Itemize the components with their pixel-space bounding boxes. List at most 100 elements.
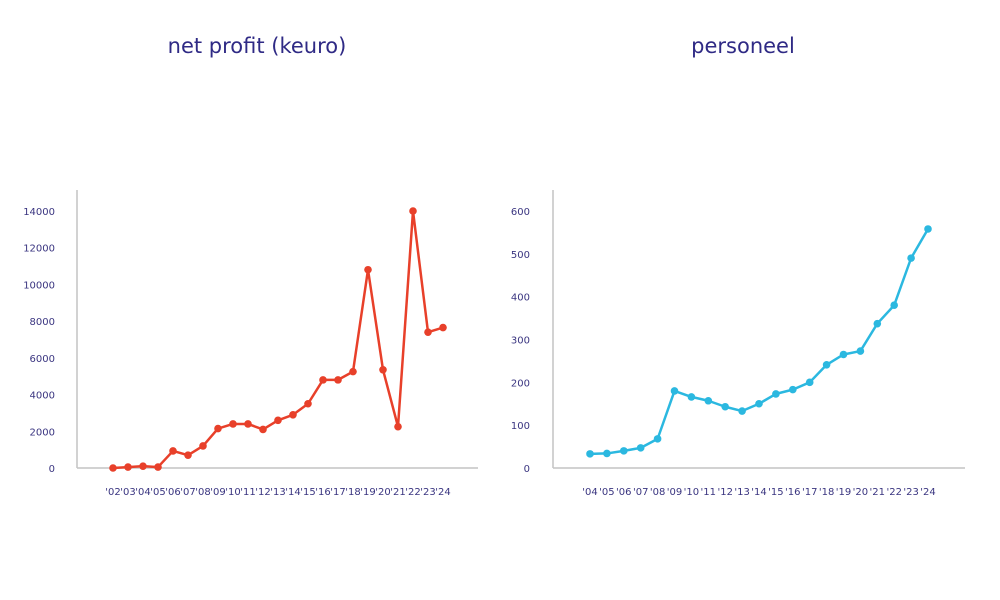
x-tick-label: '03 [120, 487, 135, 498]
series-line [589, 228, 930, 456]
x-tick-label: '15 [300, 487, 315, 498]
data-point [755, 399, 763, 408]
x-tick-label: '04 [135, 487, 150, 498]
data-point [304, 399, 312, 408]
data-point [670, 387, 679, 395]
data-point [184, 451, 192, 459]
data-point [124, 463, 132, 471]
y-tick-label: 600 [511, 207, 530, 218]
data-point [274, 416, 282, 425]
x-tick-label: '09 [667, 487, 682, 498]
x-tick-label: '17 [802, 487, 817, 498]
x-tick-label: '17 [330, 487, 345, 498]
x-tick-label: '23 [420, 487, 435, 498]
x-tick-label: '23 [903, 487, 918, 498]
data-point [805, 378, 814, 387]
x-tick-label: '13 [270, 487, 285, 498]
x-tick-label: '24 [435, 487, 450, 498]
x-tick-label: '12 [717, 487, 732, 498]
x-tick-label: '04 [582, 487, 597, 498]
data-point [214, 424, 222, 433]
x-tick-label: '13 [734, 487, 749, 498]
x-tick-label: '11 [701, 487, 716, 498]
data-point [244, 420, 252, 428]
x-tick-label: '10 [225, 487, 240, 498]
data-point [687, 393, 696, 401]
x-tick-label: '18 [345, 487, 360, 498]
data-point [229, 420, 237, 428]
x-tick-label: '05 [150, 487, 165, 498]
x-tick-label: '08 [195, 487, 210, 498]
x-tick-label: '12 [255, 487, 270, 498]
y-tick-label: 500 [511, 250, 530, 261]
data-point [259, 425, 267, 434]
data-point [704, 396, 713, 405]
x-tick-label: '06 [165, 487, 180, 498]
x-tick-label: '02 [105, 487, 120, 498]
x-tick-label: '07 [633, 487, 648, 498]
data-point [199, 442, 207, 450]
data-point [772, 390, 780, 398]
x-tick-label: '16 [785, 487, 800, 498]
data-point [873, 319, 882, 328]
data-point [139, 462, 147, 470]
x-tick-label: '18 [819, 487, 834, 498]
y-tick-label: 12000 [23, 244, 55, 255]
x-tick-label: '15 [768, 487, 783, 498]
data-point [856, 347, 865, 355]
y-tick-label: 200 [511, 378, 530, 389]
data-point [424, 328, 432, 336]
x-tick-label: '07 [180, 487, 195, 498]
y-tick-label: 0 [524, 464, 530, 475]
y-tick-label: 8000 [30, 317, 55, 328]
x-tick-label: '20 [375, 487, 390, 498]
data-point [620, 447, 628, 455]
data-point [319, 376, 327, 384]
x-tick-label: '16 [315, 487, 330, 498]
chart-title-personeel: personeel [691, 34, 795, 58]
x-tick-label: '10 [684, 487, 699, 498]
series-line [112, 209, 444, 470]
y-tick-label: 300 [511, 336, 530, 347]
x-tick-label: '09 [210, 487, 225, 498]
data-point [289, 410, 297, 419]
data-point [586, 450, 594, 458]
x-tick-label: '22 [405, 487, 420, 498]
y-tick-label: 2000 [30, 427, 55, 438]
chart-title-net-profit: net profit (keuro) [167, 34, 347, 58]
data-point [721, 402, 729, 411]
x-tick-label: '05 [599, 487, 614, 498]
x-tick-label: '11 [240, 487, 255, 498]
y-tick-label: 14000 [23, 207, 55, 218]
data-point [169, 447, 177, 455]
x-tick-label: '20 [853, 487, 868, 498]
data-point [822, 360, 831, 369]
data-point [636, 444, 645, 452]
data-point [379, 365, 387, 374]
x-tick-label: '14 [751, 487, 766, 498]
y-tick-label: 6000 [30, 354, 55, 365]
x-tick-label: '14 [285, 487, 300, 498]
y-tick-label: 4000 [30, 391, 55, 402]
data-point [334, 376, 342, 384]
y-tick-label: 100 [511, 421, 530, 432]
y-tick-label: 10000 [23, 280, 55, 291]
data-point [109, 464, 117, 472]
data-point [653, 435, 662, 443]
data-point [364, 265, 372, 274]
x-tick-label: '19 [360, 487, 375, 498]
data-point [890, 301, 898, 310]
y-tick-label: 0 [49, 464, 55, 475]
data-point [409, 207, 417, 215]
x-tick-label: '06 [616, 487, 631, 498]
data-point [789, 385, 797, 394]
x-tick-label: '22 [886, 487, 901, 498]
data-point [603, 449, 611, 458]
data-point [738, 407, 746, 415]
data-point [839, 350, 848, 359]
x-tick-label: '21 [870, 487, 885, 498]
data-point [924, 225, 932, 233]
x-tick-label: '21 [390, 487, 405, 498]
data-point [439, 323, 447, 332]
